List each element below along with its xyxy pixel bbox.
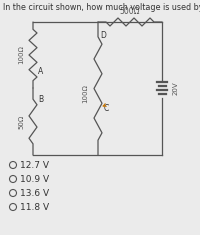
- Text: 10.9 V: 10.9 V: [20, 175, 49, 184]
- Text: C: C: [104, 104, 109, 113]
- Text: In the circuit shown, how much voltage is used by C?: In the circuit shown, how much voltage i…: [3, 3, 200, 12]
- Text: 13.6 V: 13.6 V: [20, 188, 49, 197]
- Text: A: A: [38, 67, 43, 77]
- Text: 50Ω: 50Ω: [18, 114, 24, 129]
- Text: D: D: [100, 31, 106, 40]
- Text: 100Ω: 100Ω: [18, 46, 24, 64]
- Text: 20V: 20V: [173, 82, 179, 95]
- Text: 11.8 V: 11.8 V: [20, 203, 49, 212]
- Text: 100Ω: 100Ω: [82, 84, 88, 103]
- Text: 500Ω: 500Ω: [120, 8, 140, 16]
- Text: B: B: [38, 95, 43, 105]
- Text: 12.7 V: 12.7 V: [20, 161, 49, 169]
